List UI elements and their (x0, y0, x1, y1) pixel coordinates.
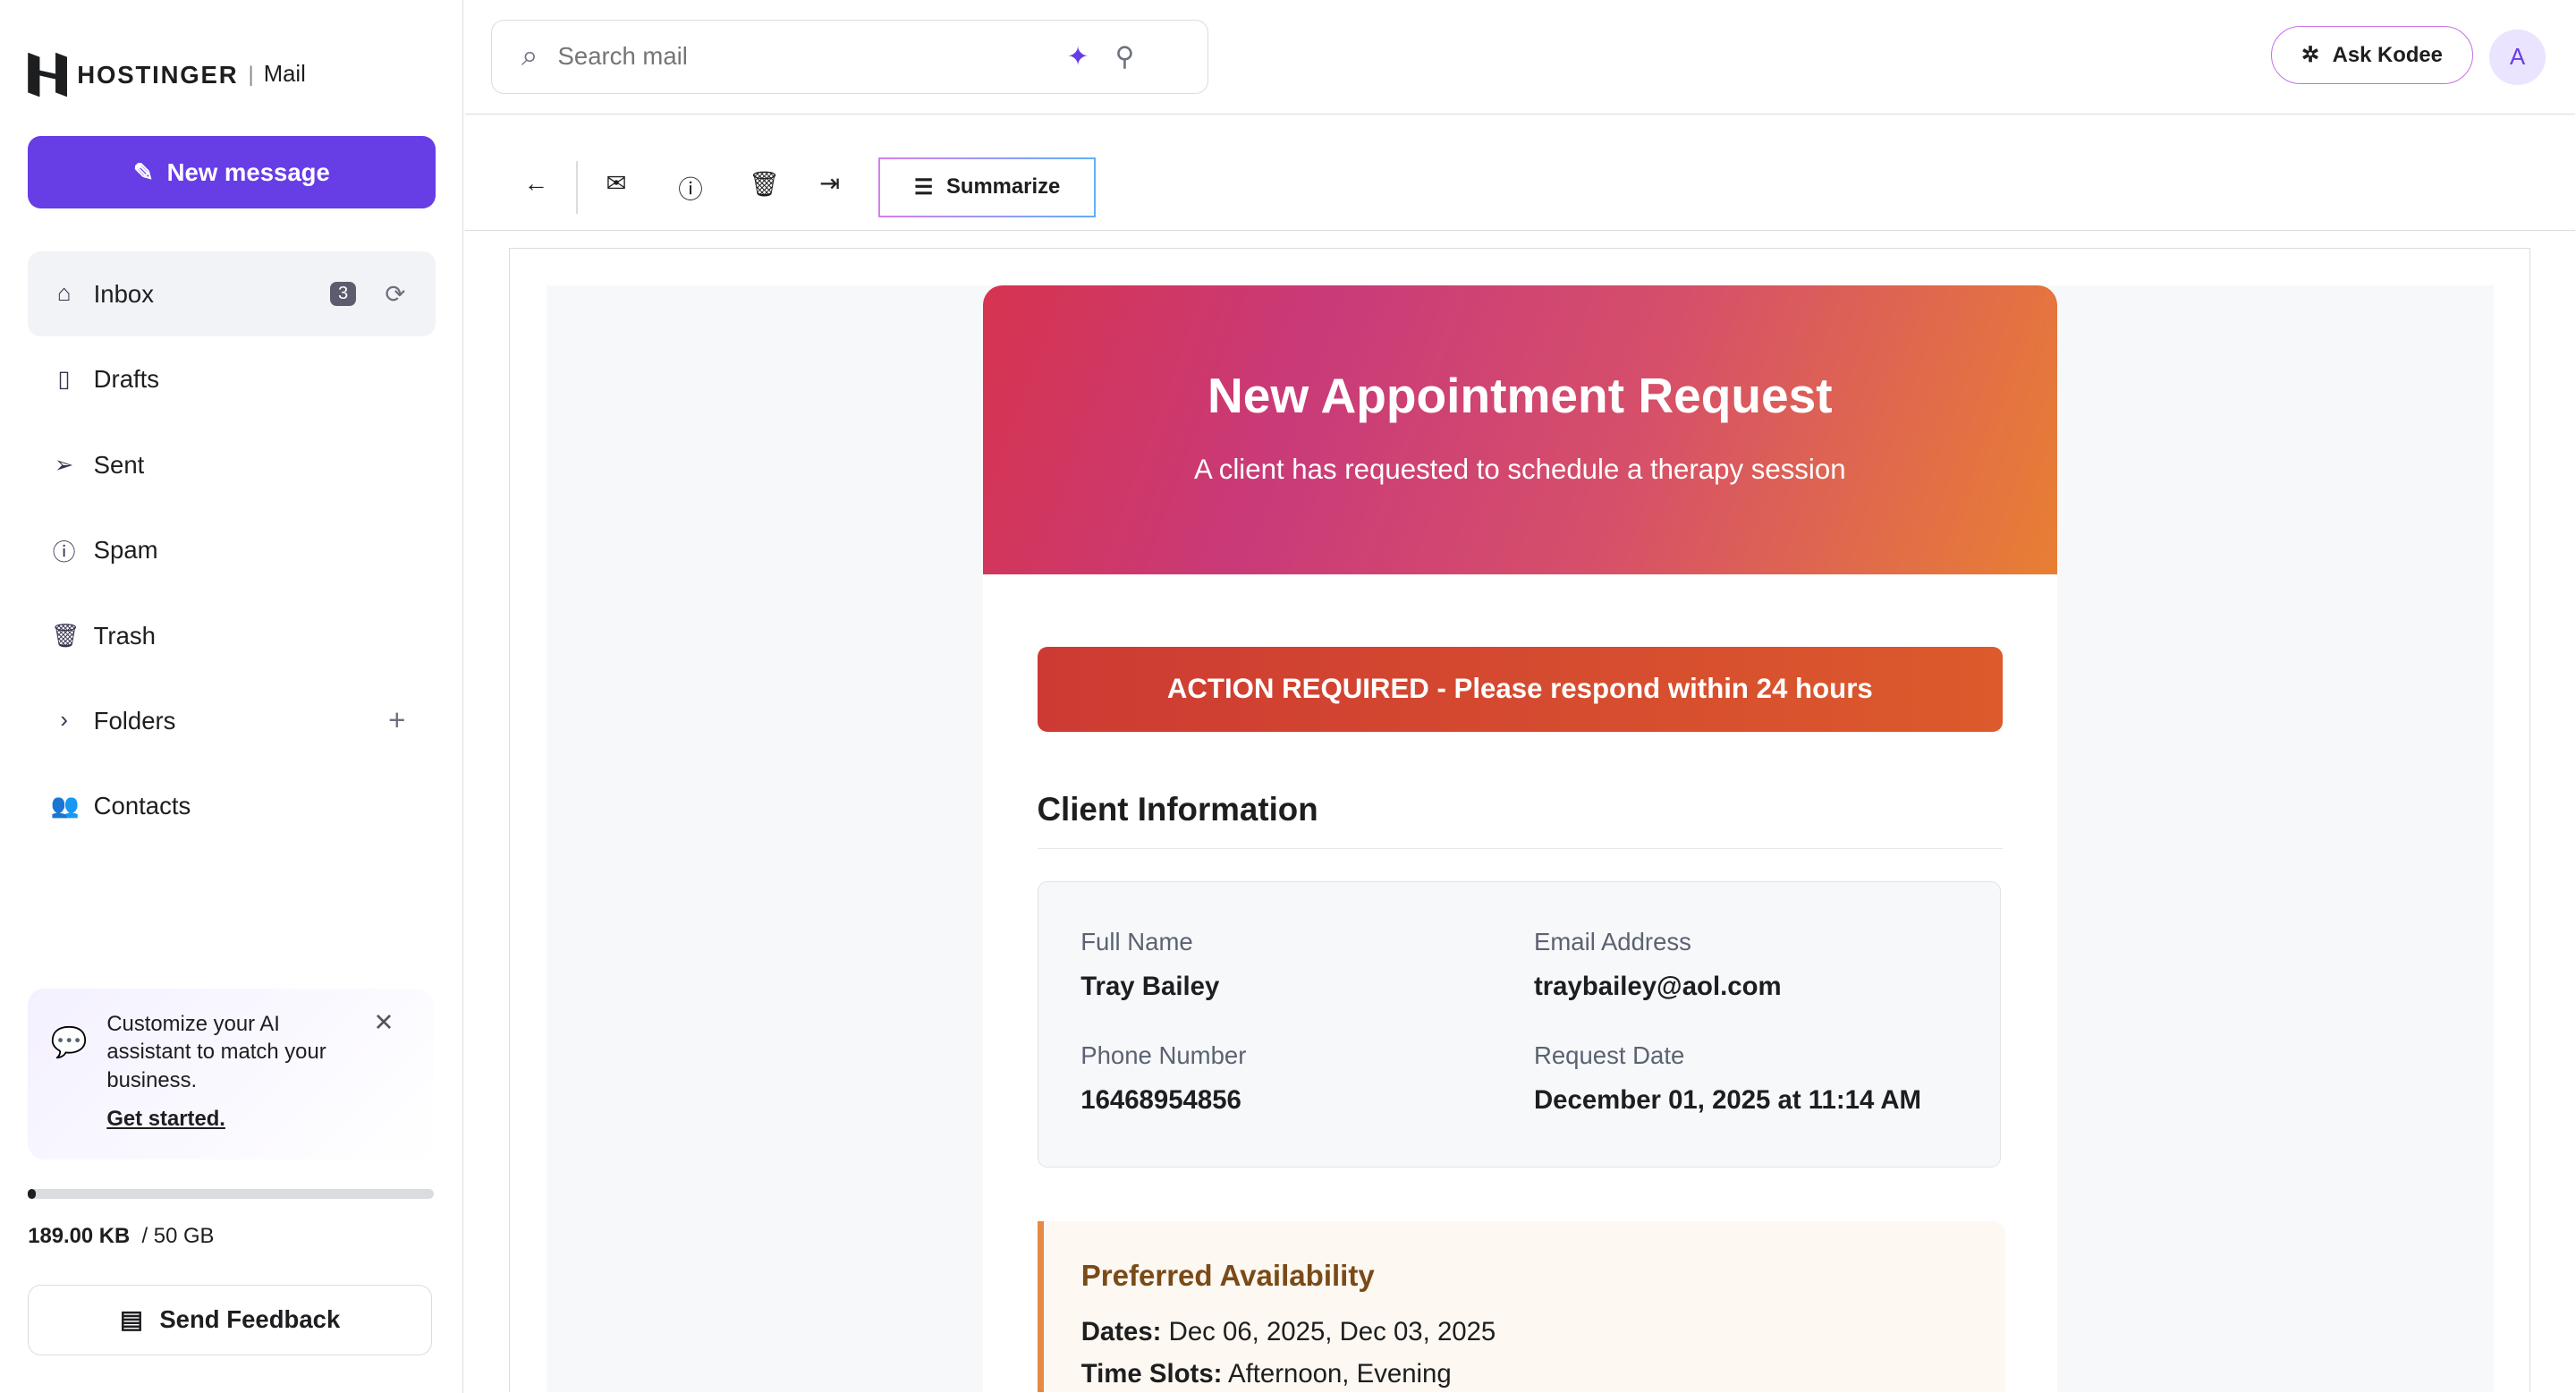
sidebar-item-inbox[interactable]: ⌂ Inbox 3 ⟳ (28, 251, 436, 337)
summarize-label: Summarize (945, 174, 1061, 200)
storage-text: 189.00 KB / 50 GB (28, 1224, 214, 1249)
section-heading: Client Information (1037, 791, 2004, 850)
message-view: New Appointment Request A client has req… (509, 248, 2531, 1393)
sidebar-item-sent[interactable]: ➢ Sent (28, 422, 435, 507)
email-body: New Appointment Request A client has req… (546, 285, 2495, 1393)
search-box[interactable]: ⌕ ✦ ⚲ (490, 20, 1209, 94)
summarize-button[interactable]: ☰ Summarize (878, 157, 1096, 217)
slots-row: Time Slots: Afternoon, Evening (1081, 1359, 1452, 1389)
ask-kodee-button[interactable]: ✲ Ask Kodee (2270, 26, 2474, 84)
storage-total: / 50 GB (141, 1223, 215, 1248)
promo-text: Customize your AI assistant to match you… (106, 1012, 326, 1092)
label: Drafts (93, 365, 160, 394)
label: Contacts (93, 792, 191, 820)
field-request-date: Request Date December 01, 2025 at 11:14 A… (1534, 1041, 1921, 1116)
ai-promo-card: 💬 Customize your AI assistant to match y… (28, 989, 434, 1160)
product-name: Mail (263, 62, 306, 88)
label: Inbox (93, 279, 154, 308)
label: Spam (93, 536, 158, 565)
feedback-icon: ▤ (119, 1305, 143, 1334)
field-phone: Phone Number 16468954856 (1080, 1041, 1246, 1116)
refresh-icon[interactable]: ⟳ (385, 279, 406, 308)
compose-icon: ✎ (132, 157, 154, 186)
back-arrow-icon[interactable]: ← (523, 169, 549, 198)
divider: | (248, 62, 254, 87)
search-icon: ⌕ (521, 39, 538, 73)
chevron-right-icon: › (60, 708, 68, 734)
email-header: New Appointment Request A client has req… (982, 285, 2057, 574)
storage-used: 189.00 KB (28, 1223, 131, 1248)
new-message-button[interactable]: ✎ New message (28, 136, 436, 209)
storage-fill (28, 1189, 37, 1200)
field-label: Full Name (1080, 928, 1193, 956)
send-icon: ➢ (54, 452, 74, 478)
availability-heading: Preferred Availability (1080, 1260, 1375, 1294)
storage-bar (28, 1189, 434, 1200)
label: Folders (93, 706, 176, 735)
ai-sparkle-icon[interactable]: ✦ (1066, 41, 1089, 72)
email-title: New Appointment Request (1207, 368, 1833, 424)
label: Trash (93, 621, 156, 650)
availability-box: Preferred Availability Dates: Dec 06, 20… (1037, 1221, 2006, 1393)
report-spam-icon[interactable]: ⓘ (678, 175, 703, 204)
move-to-folder-icon[interactable]: ⇥ (819, 169, 841, 198)
field-value: Tray Bailey (1080, 972, 1220, 1001)
feedback-label: Send Feedback (159, 1305, 341, 1334)
sidebar-item-spam[interactable]: ⓘ Spam (28, 507, 435, 592)
inbox-icon: ⌂ (56, 281, 72, 307)
draft-icon: ▯ (57, 367, 71, 393)
dates-label: Dates: (1080, 1316, 1162, 1346)
slots-label: Time Slots: (1080, 1359, 1223, 1389)
email-card: New Appointment Request A client has req… (982, 285, 2057, 1393)
contacts-icon: 👥 (50, 794, 80, 820)
field-email: Email Address traybailey@aol.com (1534, 928, 1782, 1002)
message-toolbar: ← ✉ ⓘ 🗑 ⇥ ☰ Summarize (464, 115, 2575, 232)
delete-icon[interactable]: 🗑 (749, 170, 781, 199)
sidebar-nav: ⌂ Inbox 3 ⟳ ▯ Drafts ➢ Sent ⓘ Spam 🗑 Trash › Fol… (28, 251, 436, 849)
field-value: December 01, 2025 at 11:14 AM (1533, 1084, 1922, 1115)
send-feedback-button[interactable]: ▤ Send Feedback (28, 1284, 433, 1355)
new-message-label: New message (166, 157, 330, 186)
sidebar-item-trash[interactable]: 🗑 Trash (28, 593, 435, 678)
field-label: Request Date (1533, 1041, 1685, 1070)
mark-unread-icon[interactable]: ✉ (606, 169, 627, 198)
unread-badge: 3 (329, 282, 357, 306)
search-input[interactable] (554, 40, 1038, 73)
sidebar-item-contacts[interactable]: 👥 Contacts (28, 764, 435, 849)
field-value[interactable]: traybailey@aol.com (1533, 972, 1782, 1001)
email-subtitle: A client has requested to schedule a the… (1194, 454, 1846, 486)
field-full-name: Full Name Tray Bailey (1080, 928, 1219, 1002)
field-label: Email Address (1533, 928, 1691, 956)
brand-name: HOSTINGER (77, 60, 239, 89)
ai-chat-icon: 💬 (50, 1025, 89, 1059)
avatar[interactable]: A (2489, 30, 2546, 86)
label: Sent (93, 450, 145, 479)
sidebar-item-folders[interactable]: › Folders + (28, 678, 435, 763)
add-folder-icon[interactable]: + (388, 703, 406, 737)
action-required-banner: ACTION REQUIRED - Please respond within … (1037, 646, 2004, 732)
top-bar: ⌕ ✦ ⚲ ✲ Ask Kodee A (464, 0, 2575, 115)
hostinger-logo-icon (28, 52, 68, 98)
client-info-box: Full Name Tray Bailey Email Address trayba… (1037, 881, 2002, 1168)
sidebar: HOSTINGER | Mail ✎ New message ⌂ Inbox 3 ⟳ ▯… (0, 0, 463, 1393)
dates-value: Dec 06, 2025, Dec 03, 2025 (1168, 1316, 1496, 1346)
logo[interactable]: HOSTINGER | Mail (28, 52, 306, 98)
ask-kodee-label: Ask Kodee (2332, 42, 2443, 67)
spam-icon: ⓘ (52, 539, 76, 565)
field-value: 16468954856 (1080, 1084, 1241, 1115)
trash-icon: 🗑 (50, 623, 80, 649)
dates-row: Dates: Dec 06, 2025, Dec 03, 2025 (1081, 1317, 1496, 1346)
slots-value: Afternoon, Evening (1227, 1359, 1452, 1389)
divider (576, 160, 579, 214)
sidebar-item-drafts[interactable]: ▯ Drafts (28, 336, 435, 421)
close-icon[interactable]: ✕ (373, 1008, 394, 1037)
field-label: Phone Number (1080, 1041, 1247, 1070)
summarize-icon: ☰ (913, 174, 934, 200)
get-started-link[interactable]: Get started. (106, 1107, 225, 1132)
filter-icon[interactable]: ⚲ (1114, 41, 1135, 72)
kodee-icon: ✲ (2301, 43, 2319, 68)
